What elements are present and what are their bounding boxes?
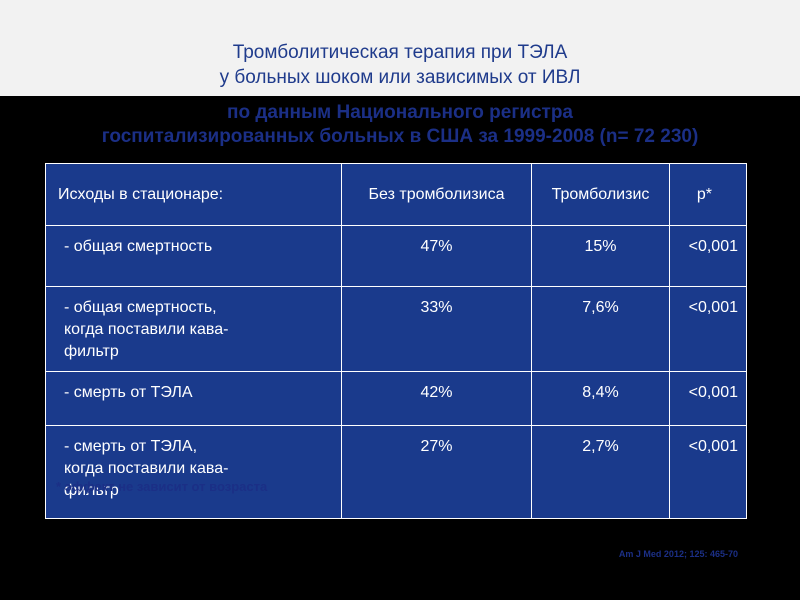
table-row: - смерть от ТЭЛА 42% 8,4% <0,001 xyxy=(45,371,747,426)
p-value: <0,001 xyxy=(669,371,747,426)
slide-title-line-4: госпитализированных больных в США за 199… xyxy=(101,126,699,147)
table-row: - общая смертность 47% 15% <0,001 xyxy=(45,225,747,287)
no-thrombolysis-value: 47% xyxy=(341,225,532,287)
header-thrombolysis: Тромболизис xyxy=(531,163,670,226)
thrombolysis-value: 15% xyxy=(531,225,670,287)
slide-title-line-2: у больных шоком или зависимых от ИВЛ xyxy=(219,67,581,88)
citation: Am J Med 2012; 125: 465-70 xyxy=(618,549,738,559)
header-no-thrombolysis: Без тромболизиса xyxy=(341,163,532,226)
no-thrombolysis-value: 33% xyxy=(341,286,532,372)
row-label: - общая смертность, когда поставили кава-… xyxy=(45,286,342,372)
slide-title-line-3: по данным Национального регистра xyxy=(227,102,573,123)
slide-title-line-1: Тромболитическая терапия при ТЭЛА xyxy=(232,42,568,63)
table-header-row: Исходы в стационаре: Без тромболизиса Тр… xyxy=(45,163,747,226)
title-band xyxy=(0,0,800,96)
header-p-value: p* xyxy=(669,163,747,226)
header-outcomes: Исходы в стационаре: xyxy=(45,163,342,226)
row-label: - смерть от ТЭЛА, когда поставили кава-фи… xyxy=(45,425,342,519)
p-value: <0,001 xyxy=(669,225,747,287)
table-row: - смерть от ТЭЛА, когда поставили кава-фи… xyxy=(45,425,747,519)
no-thrombolysis-value: 42% xyxy=(341,371,532,426)
p-value: <0,001 xyxy=(669,286,747,372)
p-value: <0,001 xyxy=(669,425,747,519)
no-thrombolysis-value: 27% xyxy=(341,425,532,519)
thrombolysis-value: 8,4% xyxy=(531,371,670,426)
row-label: - смерть от ТЭЛА xyxy=(45,371,342,426)
row-label: - общая смертность xyxy=(45,225,342,287)
thrombolysis-value: 2,7% xyxy=(531,425,670,519)
footnote: * эффект не зависит от возраста xyxy=(56,479,268,494)
table-row: - общая смертность, когда поставили кава-… xyxy=(45,286,747,372)
thrombolysis-value: 7,6% xyxy=(531,286,670,372)
outcomes-table: Исходы в стационаре: Без тромболизиса Тр… xyxy=(45,163,747,519)
